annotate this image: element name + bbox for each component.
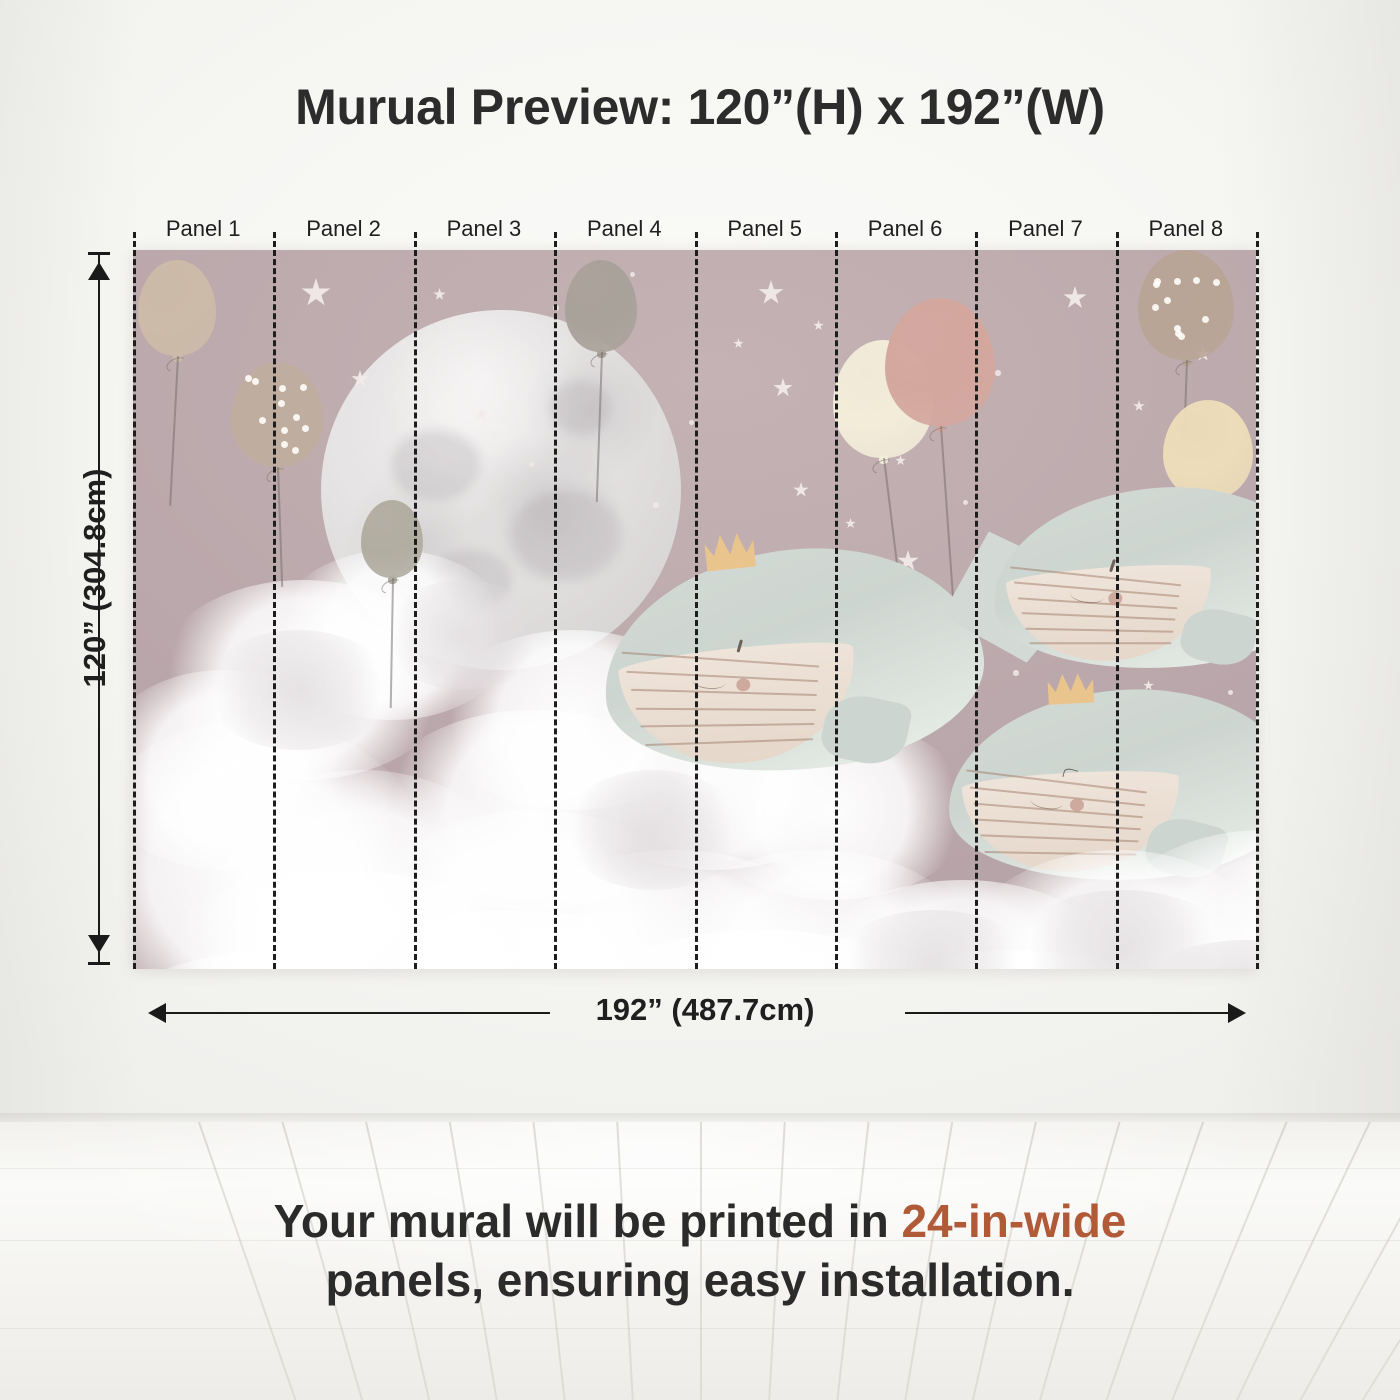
star-icon [773,378,793,398]
star-icon [1063,286,1087,310]
panel-divider [554,232,557,969]
width-dimension-line-left [160,1012,550,1014]
caption-highlight: 24-in-wide [901,1195,1126,1247]
balloon-dot [1164,297,1171,304]
balloon-dot [1175,330,1182,337]
star-icon [845,518,856,529]
star-icon [433,288,446,301]
mural-preview-area[interactable] [133,250,1256,969]
panel-label-2: Panel 2 [274,216,414,242]
star-dot [995,370,1001,376]
balloon-body [138,260,216,356]
balloon-body [885,298,995,426]
panel-divider [975,232,978,969]
whale-center [593,531,994,790]
balloon-body [565,260,637,352]
panel-divider [1116,232,1119,969]
star-icon [1133,400,1145,412]
balloon-string [169,356,178,506]
wall-shadow-left [0,0,140,1122]
balloon-dot [1152,304,1159,311]
balloon-dot [1213,279,1220,286]
arrow-down-icon [88,935,110,953]
whale-upper-right [987,477,1256,680]
arrow-up-icon [88,262,110,280]
cloud-wisp [203,630,393,750]
panel-label-4: Panel 4 [554,216,694,242]
balloon-dot [252,378,259,385]
caption-line-1: Your mural will be printed in 24-in-wide [0,1192,1400,1251]
width-dimension-label: 192” (487.7cm) [550,992,860,1028]
arrow-right-icon [1228,1003,1246,1023]
caption-line-2: panels, ensuring easy installation. [0,1251,1400,1310]
star-dot [401,340,406,345]
page-title: Murual Preview: 120”(H) x 192”(W) [0,78,1400,136]
balloon-dot [278,400,285,407]
crown-icon [704,532,757,572]
balloon-dot [302,425,309,432]
height-dimension-label: 120” (304.8cm) [77,428,113,728]
moon-crater [551,380,611,435]
balloon-dotted-left [231,362,323,467]
moon-crater [511,490,621,580]
panel-label-3: Panel 3 [414,216,554,242]
balloon-dotted-right [1138,250,1234,360]
mural-edge-line [1256,232,1259,969]
star-dot [529,462,534,467]
star-icon [758,280,784,306]
star-icon [301,278,331,308]
balloon-string [277,467,283,587]
star-dot [689,420,694,425]
panel-label-6: Panel 6 [835,216,975,242]
panel-label-7: Panel 7 [975,216,1115,242]
panel-divider [414,232,417,969]
balloon-tan-top-left [138,260,216,356]
balloon-grey-moon [565,260,637,352]
panel-label-1: Panel 1 [133,216,273,242]
balloon-dot [1174,278,1181,285]
star-dot [963,500,968,505]
balloon-dot [281,441,288,448]
panel-label-8: Panel 8 [1116,216,1256,242]
mural-edge-line [133,232,136,969]
panel-divider [273,232,276,969]
balloon-dot [293,414,300,421]
star-icon [813,320,824,331]
moon-crater [391,430,481,500]
installation-caption: Your mural will be printed in 24-in-wide… [0,1192,1400,1310]
balloon-dot [1202,316,1209,323]
width-dimension-line-right [905,1012,1230,1014]
floor-seam-line [0,1168,1400,1169]
panel-label-5: Panel 5 [695,216,835,242]
caption-line-1-text: Your mural will be printed in [274,1195,902,1247]
mural-preview-screen: Murual Preview: 120”(H) x 192”(W) Panel … [0,0,1400,1400]
panel-divider [835,232,838,969]
height-cap-bottom [88,962,110,965]
cloud-wisp [383,580,543,690]
star-dot [653,502,659,508]
crown-icon [1047,672,1094,705]
star-icon [793,482,809,498]
floor-seam-line [0,1328,1400,1329]
balloon-rose-center [885,298,995,426]
balloon-dot [292,447,299,454]
panel-divider [695,232,698,969]
cloud-wisp [563,770,743,890]
star-icon [733,338,744,349]
